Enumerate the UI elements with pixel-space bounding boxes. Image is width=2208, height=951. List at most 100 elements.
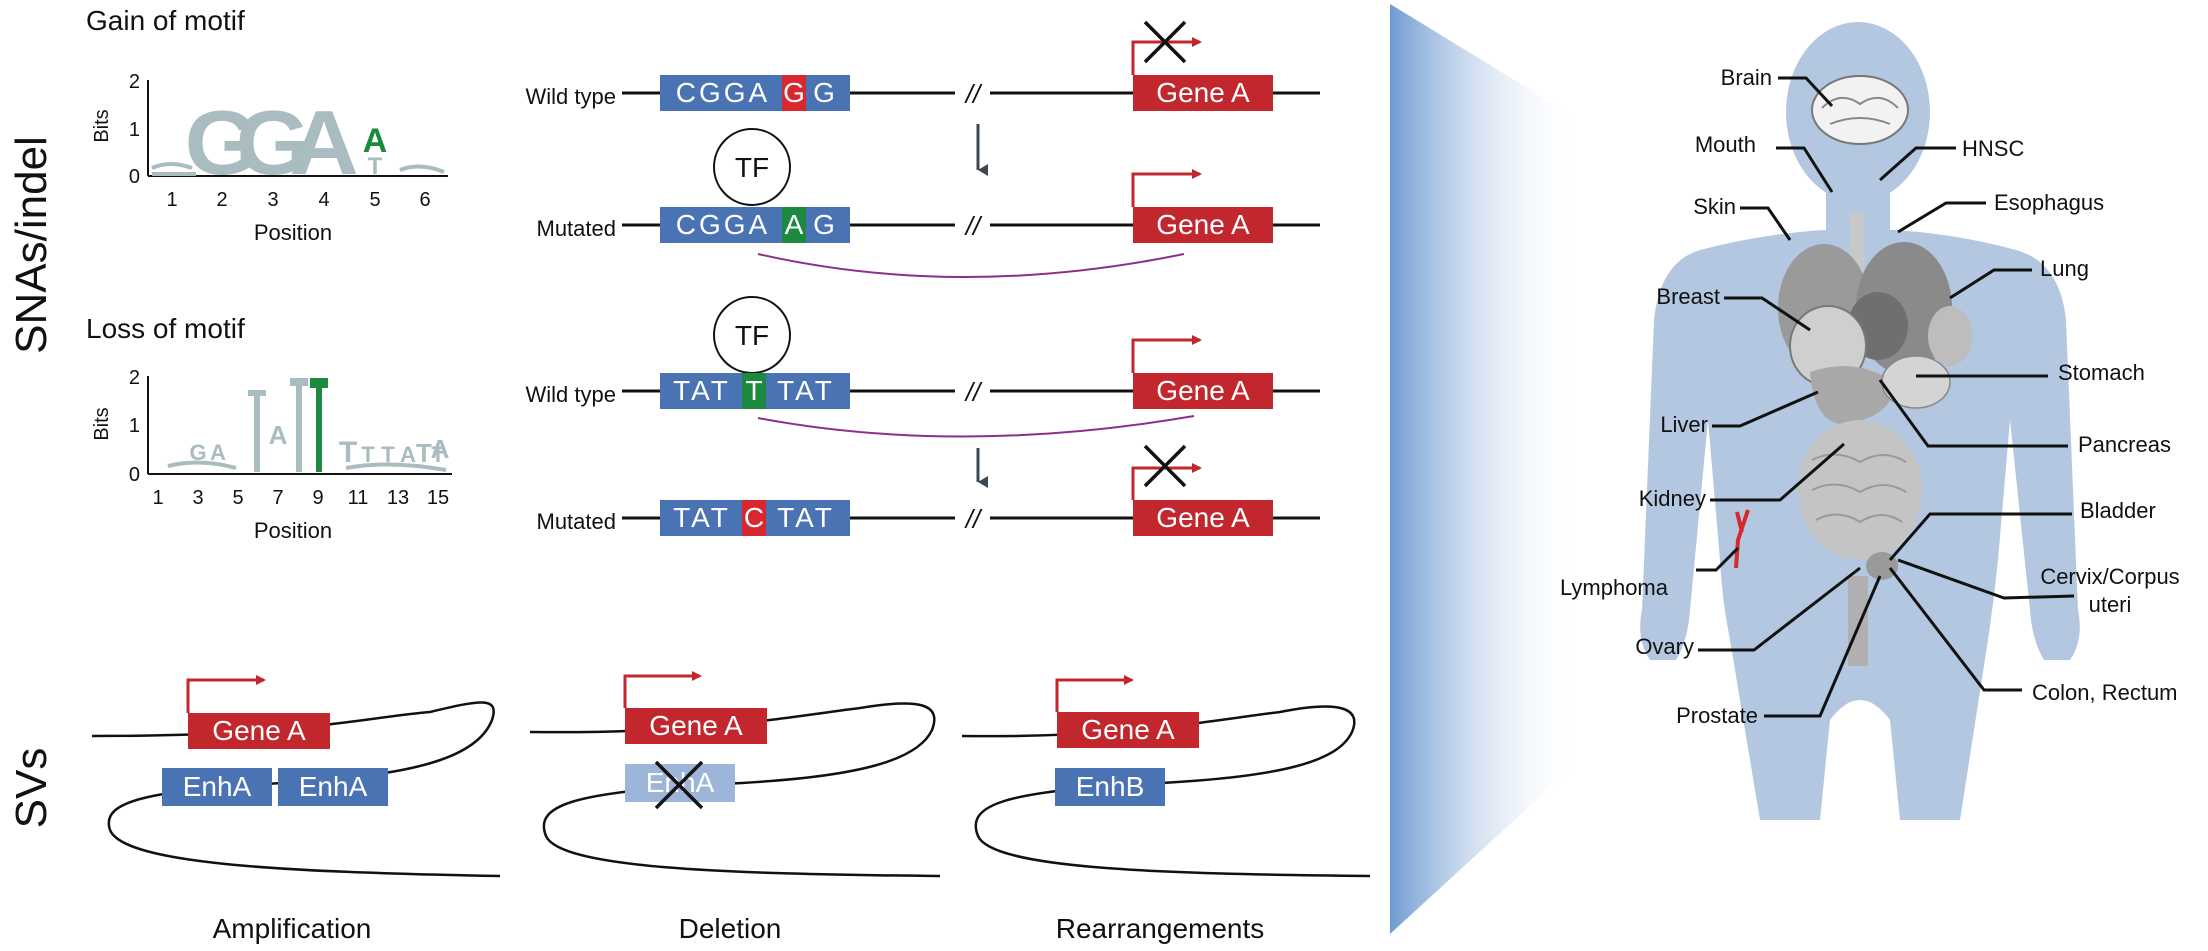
leader-line (1776, 146, 1834, 193)
svs-section-label: SVs (7, 748, 56, 829)
regulatory-row: TF Mutated // CGGA A G Gene A (537, 128, 1320, 278)
gene-box (1133, 500, 1273, 536)
tss-arrow (1131, 335, 1202, 373)
enhancer-label: EnhA (183, 771, 252, 802)
gain-logo-xtick: 3 (267, 189, 278, 211)
loss-logo-letter: A (210, 440, 226, 465)
blocked-transcription-x (1143, 444, 1187, 488)
motif-variant-cell (782, 207, 806, 243)
leader-line (1878, 379, 2068, 448)
gene-label: Gene A (649, 710, 743, 741)
leader-line (1897, 558, 2075, 600)
break-mark: // (964, 504, 983, 534)
gain-logo-xtick: 5 (369, 189, 380, 211)
gain-logo-letter: A (363, 122, 388, 160)
loss-logo-tall-t-stem (296, 378, 302, 472)
loss-logo-xtick: 3 (192, 487, 203, 509)
tss-arrow (1055, 675, 1134, 712)
tss-arrow (623, 671, 702, 708)
tf-label: TF (735, 152, 769, 183)
enhancer-box (278, 768, 388, 806)
leader-line (1740, 206, 1792, 241)
motif-variant-cell (782, 75, 806, 111)
cancer-label-liver: Liver (1660, 412, 1708, 437)
gain-logo-xtick: 6 (419, 189, 430, 211)
gain-logo-letter: T (368, 153, 383, 180)
loss-logo-xtick: 7 (272, 487, 283, 509)
enhancer-loop (757, 253, 1185, 278)
cancer-label-hnsc: HNSC (1962, 136, 2024, 161)
gene-box (625, 708, 767, 744)
blocked-transcription-x (1143, 20, 1187, 64)
gain-logo-xtick: 1 (166, 189, 177, 211)
gene-label: Gene A (1156, 375, 1250, 406)
regulatory-row: Mutated // TAT C TAT Gene A (537, 444, 1320, 536)
gene-label: Gene A (1081, 714, 1175, 745)
loss-logo-low-letters (167, 460, 447, 472)
esophagus-icon (1850, 212, 1864, 272)
motif-sequence-pre: TAT (673, 375, 731, 406)
sv-caption: Rearrangements (1056, 913, 1265, 944)
cancer-label-colon: Colon, Rectum (2032, 680, 2178, 705)
cancer-label-bladder: Bladder (2080, 498, 2156, 523)
lymphoma-mark (1734, 509, 1750, 569)
leader-line (1712, 390, 1819, 428)
gain-motif-logo: Gain of motif Bits 2 1 0 1 2 3 4 5 6 Pos… (86, 5, 448, 245)
enhancer-label: EnhA (299, 771, 368, 802)
break-mark: // (964, 377, 983, 407)
gene-box (1057, 712, 1199, 748)
enhancer-loop (757, 415, 1195, 438)
brain-icon (1811, 75, 1909, 145)
enhancer-box (162, 768, 272, 806)
cancer-label-cervix: Cervix/Corpus (2040, 564, 2179, 589)
leader-line (1897, 201, 1986, 234)
cancer-label-lung: Lung (2040, 256, 2089, 281)
tf-circle (713, 128, 791, 206)
sv-deletion: Gene A EnhA Deletion (529, 671, 941, 944)
loss-logo-letter: T (431, 442, 445, 467)
motif-sequence-pre: CGGA (676, 77, 770, 108)
motif-variant-cell (742, 373, 766, 409)
loss-logo-ylabel: Bits (91, 407, 113, 440)
row-label: Wild type (526, 382, 616, 407)
loss-logo-xtick: 11 (348, 487, 369, 509)
leader-line (1888, 567, 2022, 692)
intestine-folds (1811, 453, 1907, 524)
chromatin-strand (529, 702, 941, 878)
leader-line (1949, 268, 2032, 300)
cancer-label-esophagus: Esophagus (1994, 190, 2104, 215)
sv-caption: Deletion (679, 913, 782, 944)
tss-arrow (186, 675, 266, 713)
regulatory-row: Wild type // CGGA G G Gene A (526, 20, 1320, 111)
break-mark: // (964, 211, 983, 241)
loss-logo-letter: T (361, 442, 375, 467)
cancer-label-breast: Breast (1656, 284, 1720, 309)
motif-sequence-variant: T (745, 375, 762, 406)
loss-logo-letter: G (189, 440, 206, 465)
cancer-label-ovary: Ovary (1635, 634, 1694, 659)
loss-logo-xtick: 13 (387, 487, 409, 509)
gain-logo-ytick: 1 (129, 119, 140, 141)
loss-logo-ytick: 2 (129, 367, 140, 389)
break-mark: // (964, 79, 983, 109)
loss-logo-letter: T (416, 438, 432, 468)
gene-box (188, 713, 330, 749)
row-label: Mutated (537, 216, 617, 241)
motif-sequence-post: TAT (777, 502, 835, 533)
loss-logo-letter: T (381, 442, 395, 467)
gain-logo-letter: G (236, 91, 311, 193)
motif-variant-cell (742, 500, 766, 536)
gene-label: Gene A (212, 715, 306, 746)
cancer-label-stomach: Stomach (2058, 360, 2145, 385)
loss-motif-logo: Loss of motif Bits 2 1 0 1 3 5 7 9 11 13… (86, 313, 452, 543)
loss-logo-xtick: 1 (152, 487, 163, 509)
gain-logo-title: Gain of motif (86, 5, 245, 36)
colon-icon (1848, 576, 1868, 666)
cancer-label-cervix-line2: uteri (2089, 592, 2132, 617)
loss-logo-green-t-stem (316, 378, 322, 472)
motif-sequence-post: G (813, 209, 835, 240)
gene-label: Gene A (1156, 502, 1250, 533)
loss-logo-xtick: 15 (427, 487, 449, 509)
leader-line (1888, 512, 2072, 561)
